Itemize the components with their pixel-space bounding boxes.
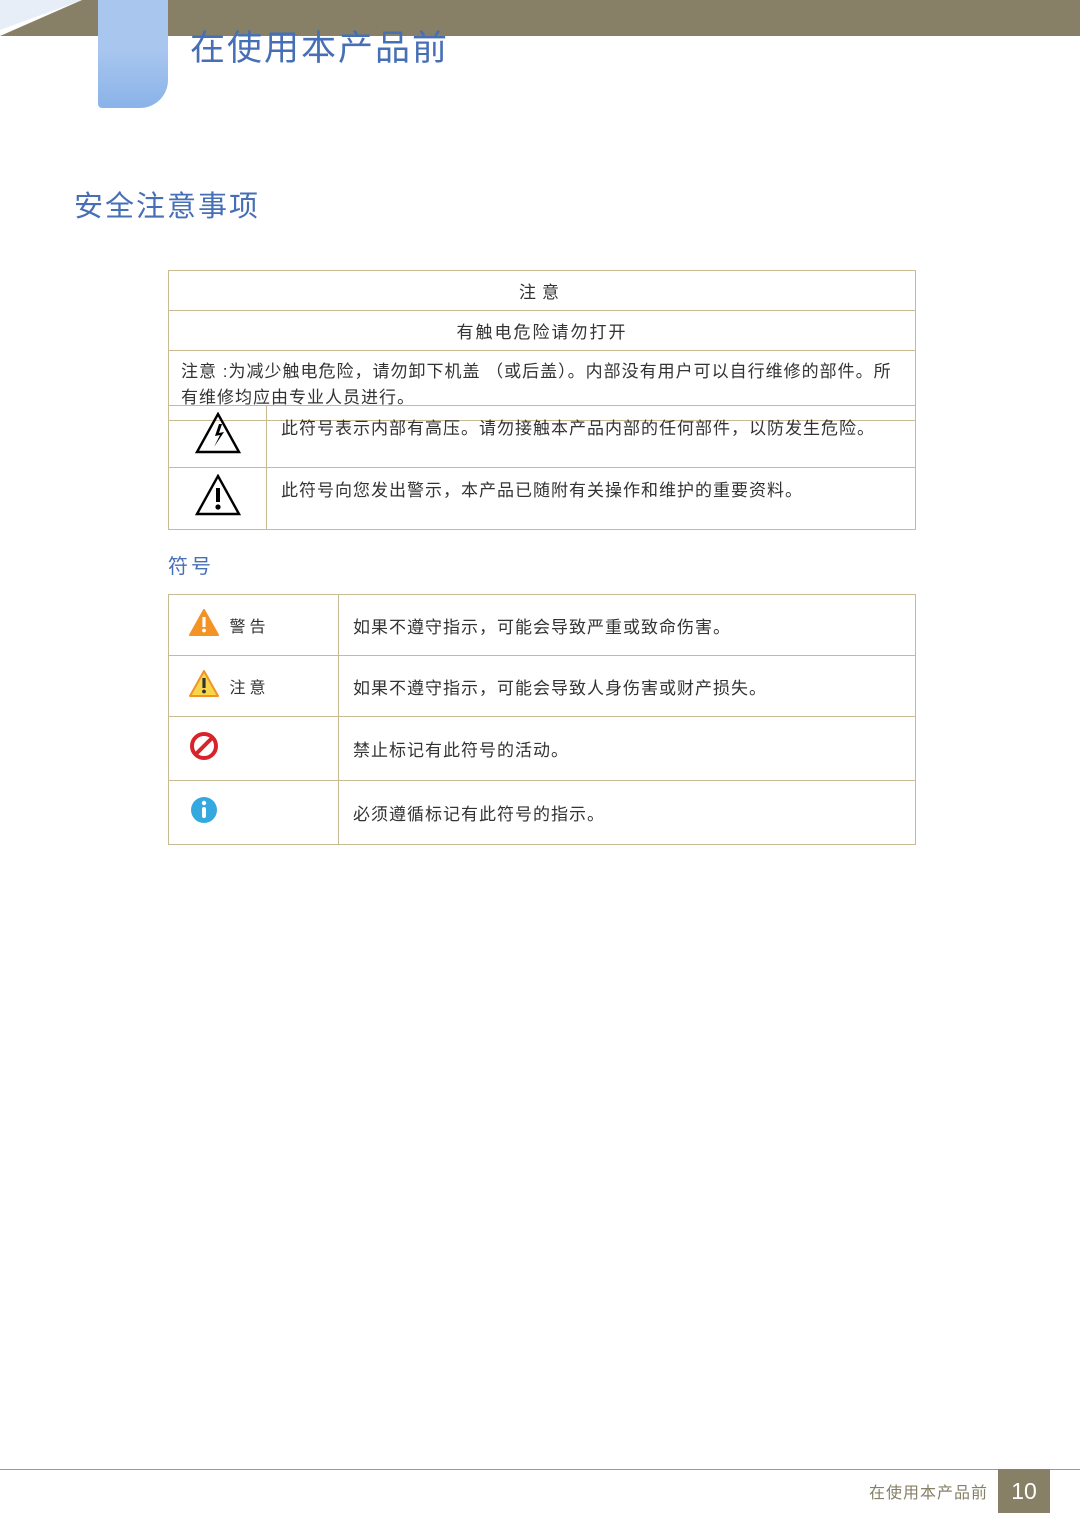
table-row: 警告 如果不遵守指示，可能会导致严重或致命伤害。 — [169, 595, 916, 656]
symbol-description: 如果不遵守指示，可能会导致严重或致命伤害。 — [339, 595, 916, 656]
caution-icon — [189, 670, 219, 702]
high-voltage-icon — [195, 412, 241, 459]
page: 在使用本产品前 安全注意事项 注意 有触电危险请勿打开 注意 :为减少触电危险，… — [0, 0, 1080, 1527]
subheading-symbols: 符号 — [168, 550, 214, 579]
warning-icon — [189, 609, 219, 641]
icon-cell — [169, 468, 267, 530]
caution-box: 注意 有触电危险请勿打开 注意 :为减少触电危险，请勿卸下机盖 （或后盖）。内部… — [168, 270, 916, 421]
symbol-description: 如果不遵守指示，可能会导致人身伤害或财产损失。 — [339, 656, 916, 717]
info-icon — [189, 795, 219, 830]
icon-cell — [169, 406, 267, 468]
icon-cell: 警告 — [169, 595, 339, 656]
symbol-description: 禁止标记有此符号的活动。 — [339, 717, 916, 781]
page-number: 10 — [998, 1469, 1050, 1513]
table-row: 禁止标记有此符号的活动。 — [169, 717, 916, 781]
caution-label: 注意 — [229, 680, 269, 697]
exclamation-triangle-icon — [195, 474, 241, 521]
section-title: 安全注意事项 — [74, 183, 260, 225]
table-row: 此符号表示内部有高压。请勿接触本产品内部的任何部件，以防发生危险。 — [169, 406, 916, 468]
icon-cell: 注意 — [169, 656, 339, 717]
footer-chapter-label: 在使用本产品前 — [869, 1479, 988, 1503]
table-row: 此符号向您发出警示，本产品已随附有关操作和维护的重要资料。 — [169, 468, 916, 530]
warning-label: 警告 — [229, 619, 269, 636]
icon-cell — [169, 717, 339, 781]
caution-subheading: 有触电危险请勿打开 — [169, 311, 915, 351]
symbol-description: 必须遵循标记有此符号的指示。 — [339, 781, 916, 845]
symbol-explanation-table: 此符号表示内部有高压。请勿接触本产品内部的任何部件，以防发生危险。 此符号向您发… — [168, 405, 916, 530]
symbol-description: 此符号向您发出警示，本产品已随附有关操作和维护的重要资料。 — [267, 468, 916, 530]
table-row: 注意 如果不遵守指示，可能会导致人身伤害或财产损失。 — [169, 656, 916, 717]
symbol-legend-table: 警告 如果不遵守指示，可能会导致严重或致命伤害。 注意 如果不遵守指示，可能会导… — [168, 594, 916, 845]
corner-triangle — [0, 0, 82, 36]
prohibit-icon — [189, 731, 219, 766]
chapter-tab — [98, 0, 168, 108]
symbol-description: 此符号表示内部有高压。请勿接触本产品内部的任何部件，以防发生危险。 — [267, 406, 916, 468]
table-row: 必须遵循标记有此符号的指示。 — [169, 781, 916, 845]
caution-heading: 注意 — [169, 271, 915, 311]
chapter-title: 在使用本产品前 — [190, 20, 449, 71]
icon-cell — [169, 781, 339, 845]
